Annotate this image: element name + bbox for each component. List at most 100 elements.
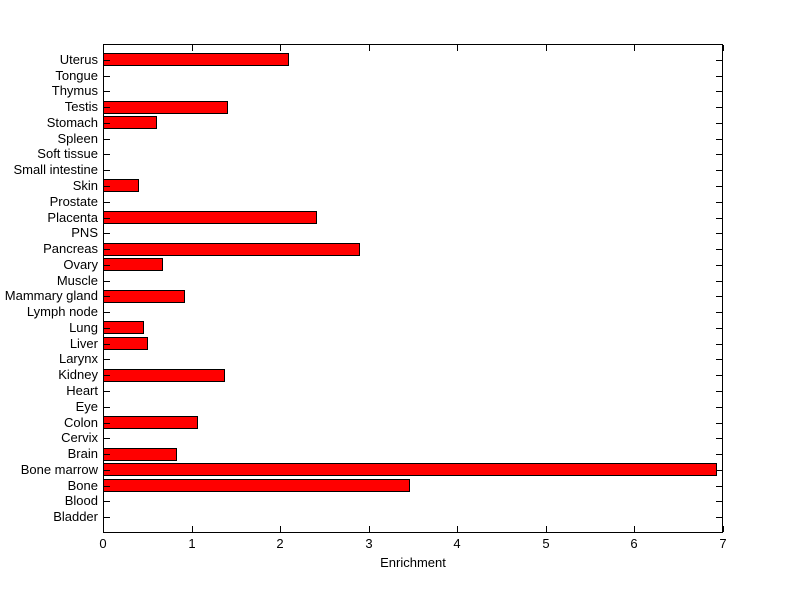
y-tick-right <box>716 407 722 408</box>
y-tick-left <box>104 359 110 360</box>
y-tick-right <box>716 454 722 455</box>
x-tick-bottom <box>723 526 724 532</box>
y-tick-left <box>104 375 110 376</box>
y-tick-right <box>716 202 722 203</box>
y-tick-right <box>716 312 722 313</box>
y-tick-label: Stomach <box>46 115 98 130</box>
y-tick-right <box>716 296 722 297</box>
y-tick-left <box>104 344 110 345</box>
bar-pancreas <box>103 243 360 256</box>
x-tick-bottom <box>280 526 281 532</box>
bar-lung <box>103 321 144 334</box>
x-tick-label: 5 <box>542 536 550 551</box>
y-tick-label: Soft tissue <box>37 146 98 161</box>
y-tick-right <box>716 107 722 108</box>
x-tick-bottom <box>103 526 104 532</box>
y-tick-left <box>104 76 110 77</box>
y-tick-left <box>104 218 110 219</box>
y-tick-right <box>716 470 722 471</box>
y-tick-right <box>716 391 722 392</box>
y-tick-left <box>104 186 110 187</box>
y-tick-left <box>104 517 110 518</box>
y-tick-left <box>104 423 110 424</box>
y-tick-right <box>716 154 722 155</box>
y-tick-left <box>104 470 110 471</box>
y-tick-label: Ovary <box>63 257 98 272</box>
y-tick-right <box>716 344 722 345</box>
plot-area <box>103 44 723 533</box>
y-tick-right <box>716 91 722 92</box>
y-tick-left <box>104 438 110 439</box>
y-tick-left <box>104 123 110 124</box>
y-tick-left <box>104 233 110 234</box>
bar-bone <box>103 479 410 492</box>
y-tick-right <box>716 233 722 234</box>
x-tick-top <box>634 45 635 51</box>
y-tick-label: Uterus <box>59 52 98 67</box>
bar-placenta <box>103 211 317 224</box>
y-tick-label: PNS <box>71 225 98 240</box>
bar-liver <box>103 337 148 350</box>
y-tick-left <box>104 407 110 408</box>
y-tick-left <box>104 486 110 487</box>
y-tick-label: Mammary gland <box>4 288 98 303</box>
x-tick-top <box>369 45 370 51</box>
y-tick-label: Placenta <box>47 210 98 225</box>
y-tick-label: Muscle <box>56 273 98 288</box>
y-tick-right <box>716 186 722 187</box>
y-tick-right <box>716 76 722 77</box>
y-tick-left <box>104 312 110 313</box>
bar-uterus <box>103 53 289 66</box>
y-tick-left <box>104 501 110 502</box>
y-tick-right <box>716 281 722 282</box>
y-tick-left <box>104 154 110 155</box>
y-tick-label: Liver <box>69 336 98 351</box>
x-tick-label: 3 <box>365 536 373 551</box>
y-tick-left <box>104 170 110 171</box>
bar-kidney <box>103 369 225 382</box>
y-tick-right <box>716 60 722 61</box>
y-tick-left <box>104 281 110 282</box>
y-tick-label: Eye <box>75 399 98 414</box>
y-tick-label: Prostate <box>49 194 98 209</box>
y-tick-right <box>716 517 722 518</box>
y-tick-label: Bone <box>67 478 98 493</box>
x-tick-top <box>546 45 547 51</box>
y-tick-label: Pancreas <box>43 241 98 256</box>
x-tick-label: 1 <box>188 536 196 551</box>
y-tick-left <box>104 328 110 329</box>
y-tick-label: Bone marrow <box>20 462 98 477</box>
y-tick-right <box>716 139 722 140</box>
y-tick-right <box>716 249 722 250</box>
y-tick-label: Blood <box>64 493 98 508</box>
y-tick-right <box>716 359 722 360</box>
y-tick-left <box>104 202 110 203</box>
y-tick-left <box>104 265 110 266</box>
x-tick-label: 7 <box>719 536 727 551</box>
y-tick-label: Spleen <box>57 131 98 146</box>
bar-stomach <box>103 116 157 129</box>
y-tick-left <box>104 249 110 250</box>
y-tick-label: Kidney <box>58 367 98 382</box>
y-tick-right <box>716 486 722 487</box>
bar-colon <box>103 416 198 429</box>
x-tick-bottom <box>457 526 458 532</box>
y-tick-left <box>104 107 110 108</box>
x-tick-bottom <box>546 526 547 532</box>
x-tick-bottom <box>634 526 635 532</box>
y-tick-left <box>104 60 110 61</box>
y-tick-left <box>104 91 110 92</box>
y-tick-right <box>716 375 722 376</box>
bar-testis <box>103 101 228 114</box>
x-tick-top <box>103 45 104 51</box>
y-tick-label: Heart <box>66 383 98 398</box>
y-tick-right <box>716 438 722 439</box>
bar-bone-marrow <box>103 463 717 476</box>
x-tick-top <box>457 45 458 51</box>
bar-ovary <box>103 258 163 271</box>
x-tick-label: 0 <box>99 536 107 551</box>
y-tick-label: Cervix <box>61 430 98 445</box>
y-tick-right <box>716 218 722 219</box>
x-tick-label: 4 <box>453 536 461 551</box>
